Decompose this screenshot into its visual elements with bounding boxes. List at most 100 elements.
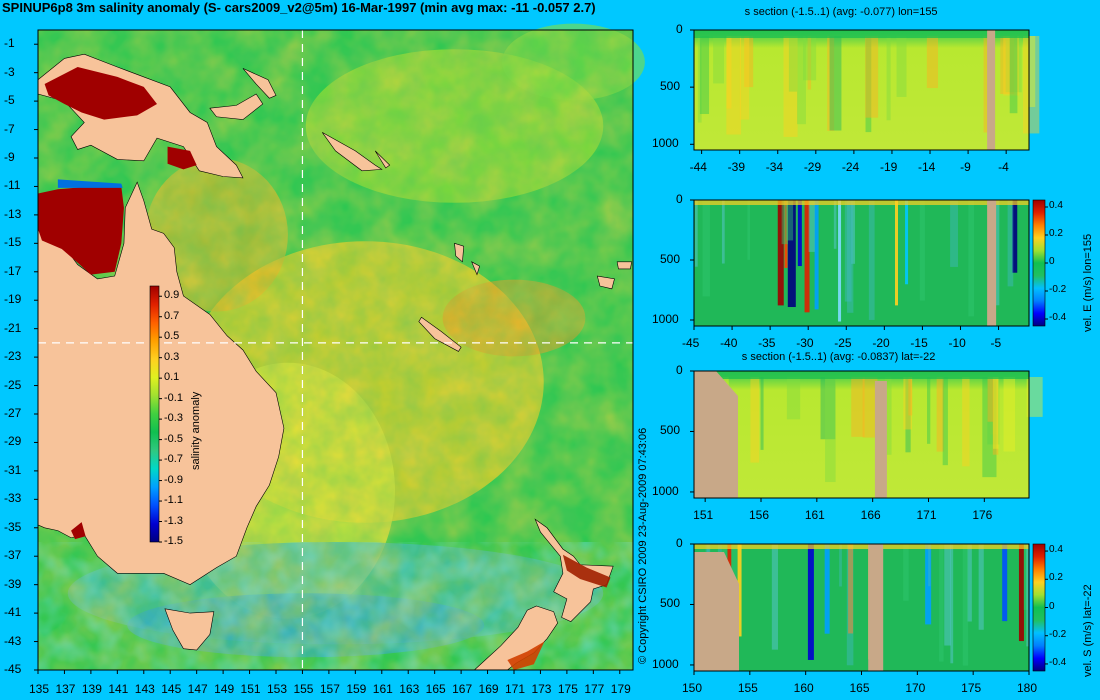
s-section-lat-22-frame <box>693 370 1030 499</box>
map-x-tick-label: 163 <box>399 682 420 696</box>
tasmania-land <box>164 608 215 651</box>
australia-land <box>37 181 285 586</box>
vel-e-section-lon155-streak <box>950 200 958 267</box>
s-section-lon155-streak <box>1000 36 1015 94</box>
s-section-lat-22-streak <box>908 377 913 416</box>
vel-e-section-lon155-x-tick-label: -35 <box>758 336 776 350</box>
map-y-tick-label: -15 <box>4 235 22 250</box>
solomon-islands-land <box>322 132 383 172</box>
s-section-lon155-panel <box>690 29 1040 154</box>
vel-e-section-lon155-jet <box>787 200 796 308</box>
torres-strait-fresh <box>57 179 123 188</box>
map-x-tick-label: 175 <box>557 682 578 696</box>
s-section-lon155-y-tick-label: 500 <box>660 79 681 94</box>
vel-s-section-lat-22-land-2 <box>868 544 884 671</box>
s-section-lon155-x-tick-label: -9 <box>960 160 971 174</box>
map-x-tick-label: 155 <box>293 682 314 696</box>
vel-s-section-lat-22-colorbar-label: vel. S (m/s) lat=-22 <box>1082 584 1094 677</box>
map-colorbar-tick-label: -1.5 <box>164 535 183 547</box>
map-x-tick-label: 161 <box>372 682 393 696</box>
s-section-lon155-streak <box>829 36 842 131</box>
vel-e-section-lon155-x-tick-label: -20 <box>872 336 890 350</box>
vel-e-section-lon155-x-tick-label: -40 <box>720 336 738 350</box>
map-y-tick-label: -23 <box>4 349 22 364</box>
vel-s-section-lat-22-streak <box>1026 544 1029 647</box>
vel-s-section-lat-22-field <box>694 544 1029 671</box>
vanuatu-land-2 <box>471 261 480 276</box>
s-section-lon155-x-tick-label: -14 <box>918 160 936 174</box>
vel-s-section-lat-22-surface-layer <box>694 544 1029 549</box>
vel-e-section-lon155-streak <box>919 200 925 301</box>
map-colorbar <box>149 285 160 543</box>
s-section-lat-22-land-2 <box>874 381 887 498</box>
s-section-lat-22-streak <box>962 377 970 467</box>
vel-e-section-lon155-streak <box>847 200 854 313</box>
s-section-lat-22-streak <box>1026 377 1043 417</box>
vel-e-section-lon155-streak <box>851 200 856 264</box>
s-section-lat-22-streak <box>936 377 945 452</box>
vel-s-section-lat-22-streak <box>903 544 909 601</box>
vel-s-section-lat-22-jet <box>824 544 830 634</box>
vel-s-section-lat-22-x-tick-label: 180 <box>1017 681 1038 695</box>
map-colorbar-tick-label: 0.5 <box>164 330 180 343</box>
new-guinea-north-anomaly <box>44 66 157 120</box>
nz-south-anomaly <box>507 641 545 670</box>
s-section-lat-22-x-tick-label: 176 <box>972 508 993 522</box>
gulf-carpentaria-anomaly <box>38 186 124 275</box>
s-section-lon155-streak <box>886 36 891 121</box>
s-section-lat-22-streak <box>885 377 892 455</box>
s-section-lat-22-streak <box>942 377 948 466</box>
vel-s-section-lat-22-streak <box>771 544 778 650</box>
map-y-tick-label: -9 <box>4 150 15 164</box>
map-y-tick-label: -3 <box>4 64 15 79</box>
s-section-lon155-x-tick-label: -4 <box>998 160 1009 174</box>
map-y-tick-label: -43 <box>4 633 22 648</box>
vel-e-section-lon155-colorbar-tick-label: 0.2 <box>1049 228 1063 239</box>
map-y-tick-label: -29 <box>4 434 22 449</box>
vel-e-section-lon155-frame <box>693 199 1030 327</box>
map-frame <box>37 29 634 671</box>
vel-e-section-lon155-streak <box>702 200 710 297</box>
s-section-lat-22-streak <box>982 377 997 478</box>
map-y-tick-label: -21 <box>4 320 22 335</box>
s-section-lon155-x-tick-label: -29 <box>803 160 822 174</box>
s-section-lon155-streak <box>713 36 725 84</box>
map-x-tick-label: 157 <box>319 682 340 696</box>
s-section-lat-22-streak <box>760 377 764 450</box>
map-x-tick-label: 135 <box>29 682 50 696</box>
s-section-lon155-streak <box>1005 36 1022 93</box>
s-section-lat-22-streak <box>992 377 999 455</box>
map-colorbar-tick-label: 0.7 <box>164 309 180 322</box>
vel-e-section-lon155-y-tick-label: 500 <box>660 252 681 266</box>
new-britain-land <box>209 93 264 120</box>
map-y-tick-label: -39 <box>4 576 22 591</box>
s-section-lat-22-streak <box>851 377 865 437</box>
vel-s-section-lat-22-land <box>694 552 739 671</box>
vel-s-section-lat-22-jet <box>1018 544 1024 642</box>
map-x-tick-label: 171 <box>505 682 526 696</box>
map-colorbar-tick-label: -0.5 <box>164 432 183 445</box>
s-section-lon155-streak <box>926 36 939 89</box>
vel-s-section-lat-22-x-tick-label: 165 <box>849 681 870 695</box>
map-y-tick-label: -1 <box>4 36 15 51</box>
s-section-lon155-y-tick-label: 1000 <box>652 136 679 151</box>
vel-s-section-lat-22-streak <box>967 544 972 622</box>
s-section-lat-22-x-tick-label: 156 <box>749 508 770 522</box>
vel-s-section-lat-22-streak <box>962 544 969 666</box>
map-x-tick-label: 151 <box>240 682 261 696</box>
vel-s-section-lat-22-streak <box>950 544 954 664</box>
map-x-tick-label: 143 <box>134 682 155 696</box>
s-section-lat-22-title: s section (-1.5..1) (avg: -0.0837) lat=-… <box>741 351 936 363</box>
map-y-tick-label: -45 <box>4 662 22 676</box>
vel-e-section-lon155-streak <box>694 200 698 267</box>
vel-s-section-lat-22-y-tick-label: 0 <box>676 536 683 550</box>
s-section-lat-22-streak <box>903 377 912 430</box>
s-section-lon155-field <box>694 30 1029 150</box>
s-section-lon155-streak <box>1027 36 1036 108</box>
vel-e-section-lon155-streak <box>833 200 837 249</box>
map-x-tick-label: 137 <box>55 682 76 696</box>
gulf-papua-anomaly <box>167 146 197 170</box>
map-y-tick-label: -27 <box>4 406 22 420</box>
vel-s-section-lat-22-jet <box>848 544 854 634</box>
